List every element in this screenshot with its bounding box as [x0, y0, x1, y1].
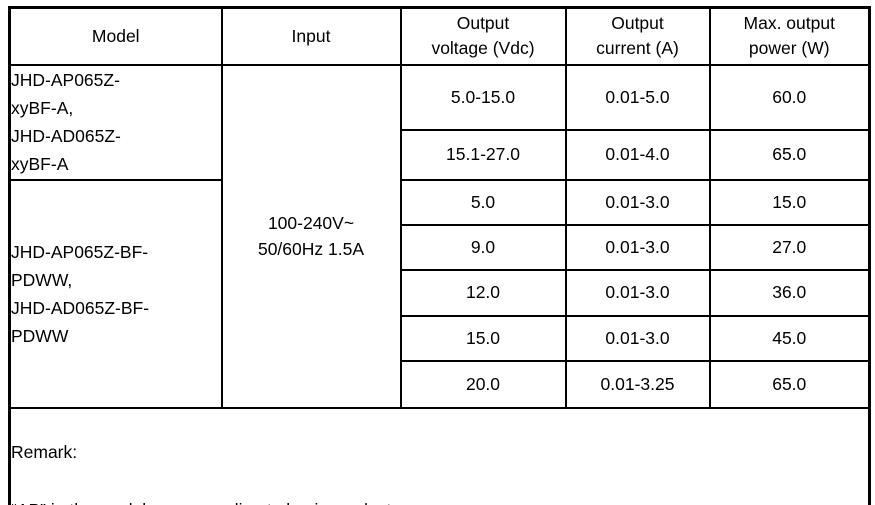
remark-line-ap: “AP” in the model no. mean direct plug i…	[12, 496, 868, 505]
voltage-cell: 15.1-27.0	[399, 128, 567, 181]
power-cell: 60.0	[708, 63, 871, 131]
header-output-voltage: Output voltage (Vdc)	[399, 6, 567, 66]
voltage-cell: 5.0	[399, 178, 567, 226]
power-cell: 65.0	[708, 359, 871, 409]
table-row: 9.0 0.01-3.0 27.0	[10, 223, 871, 271]
header-max-output-power: Max. output power (W)	[708, 6, 871, 66]
voltage-cell: 9.0	[399, 223, 567, 271]
current-cell: 0.01-3.0	[564, 314, 711, 362]
current-cell: 0.01-3.25	[564, 359, 711, 409]
power-spec-table: Model Input Output voltage (Vdc) Output …	[8, 6, 871, 505]
power-cell: 65.0	[708, 128, 871, 181]
current-cell: 0.01-5.0	[564, 63, 711, 131]
table-row: 15.0 0.01-3.0 45.0	[10, 314, 871, 362]
power-cell: 45.0	[708, 314, 871, 362]
table-row: 15.1-27.0 0.01-4.0 65.0	[10, 128, 871, 181]
power-cell: 36.0	[708, 268, 871, 317]
power-cell: 15.0	[708, 178, 871, 226]
input-cell: 100-240V~ 50/60Hz 1.5A	[220, 63, 402, 409]
voltage-cell: 5.0-15.0	[399, 63, 567, 131]
voltage-cell: 15.0	[399, 314, 567, 362]
table-row: 20.0 0.01-3.25 65.0	[10, 359, 871, 409]
voltage-cell: 12.0	[399, 268, 567, 317]
header-input: Input	[220, 6, 402, 66]
table-row: 12.0 0.01-3.0 36.0	[10, 268, 871, 317]
header-model: Model	[8, 6, 223, 66]
voltage-cell: 20.0	[399, 359, 567, 409]
table-row: JHD-AP065Z-BF- PDWW, JHD-AD065Z-BF- PDWW…	[8, 178, 871, 409]
current-cell: 0.01-3.0	[564, 178, 711, 226]
current-cell: 0.01-3.0	[564, 223, 711, 271]
table-header-row: Model Input Output voltage (Vdc) Output …	[8, 6, 871, 66]
table-row: JHD-AP065Z- xyBF-A, JHD-AD065Z- xyBF-A 1…	[8, 63, 871, 409]
model-group-2-cell: JHD-AP065Z-BF- PDWW, JHD-AD065Z-BF- PDWW	[8, 178, 223, 409]
model-group-1-cell: JHD-AP065Z- xyBF-A, JHD-AD065Z- xyBF-A	[8, 63, 223, 181]
header-output-current: Output current (A)	[564, 6, 711, 66]
current-cell: 0.01-4.0	[564, 128, 711, 181]
power-cell: 27.0	[708, 223, 871, 271]
remark-cell: Remark: “AP” in the model no. mean direc…	[8, 406, 871, 505]
current-cell: 0.01-3.0	[564, 268, 711, 317]
remark-row: Remark: “AP” in the model no. mean direc…	[8, 406, 871, 505]
remark-title: Remark:	[11, 441, 78, 462]
